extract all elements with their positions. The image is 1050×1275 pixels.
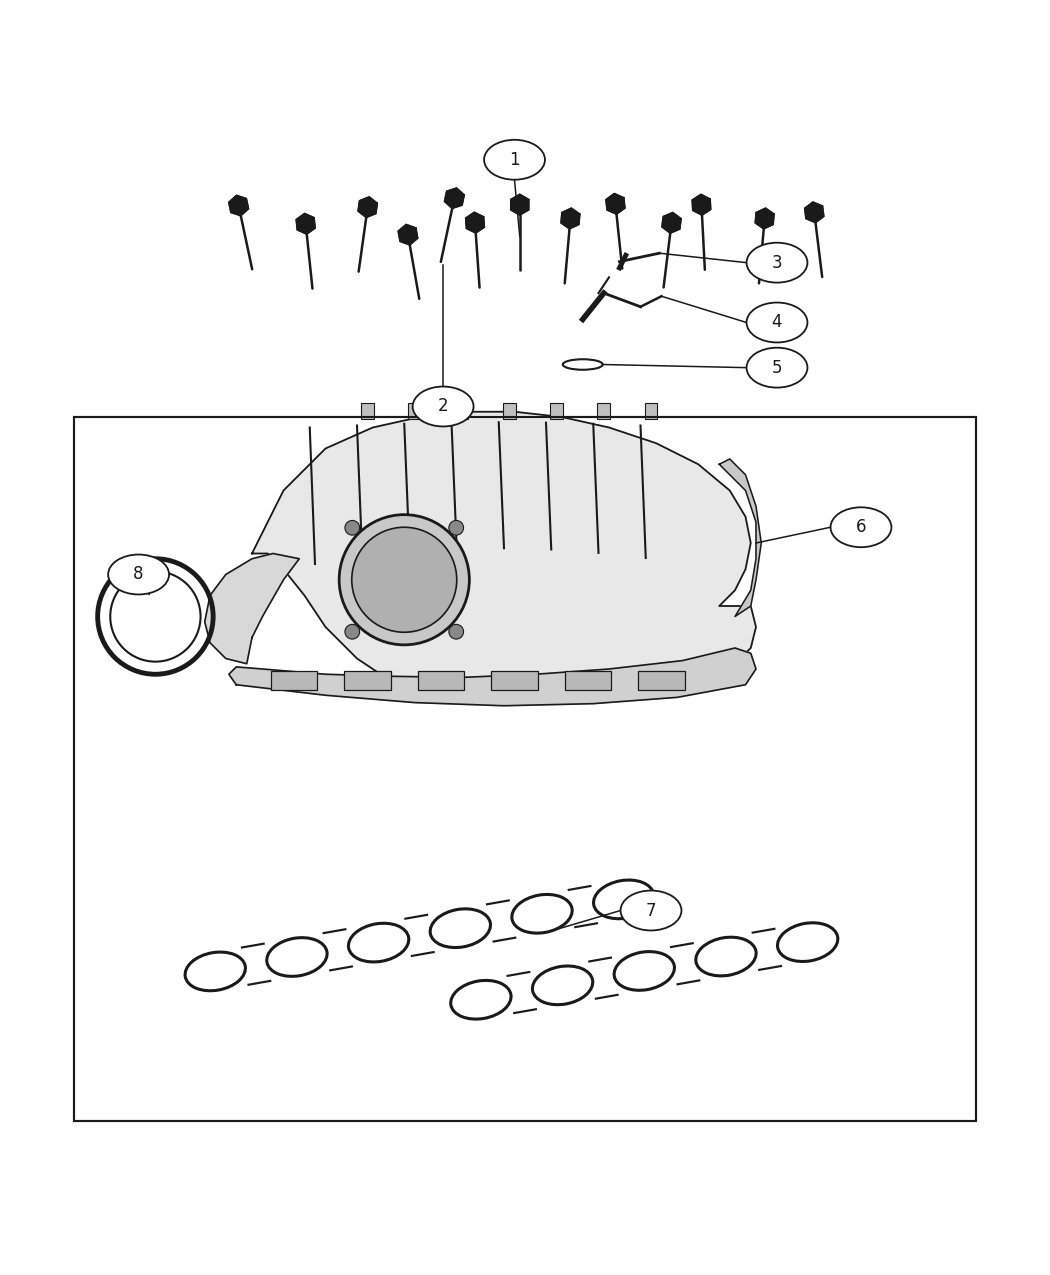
Bar (565, 671, 611, 690)
Bar (638, 671, 685, 690)
Bar (271, 671, 317, 690)
Polygon shape (692, 194, 711, 215)
Text: 6: 6 (856, 518, 866, 537)
Text: 2: 2 (438, 398, 448, 416)
Ellipse shape (108, 555, 169, 594)
Polygon shape (561, 208, 580, 230)
Text: 3: 3 (772, 254, 782, 272)
Circle shape (339, 515, 469, 645)
Bar (74, 417, 977, 1121)
Ellipse shape (747, 302, 807, 343)
Ellipse shape (831, 507, 891, 547)
Polygon shape (398, 224, 418, 245)
Polygon shape (205, 553, 299, 664)
Polygon shape (719, 459, 761, 617)
Polygon shape (510, 194, 529, 215)
Polygon shape (606, 194, 625, 214)
Circle shape (352, 528, 457, 632)
Polygon shape (755, 208, 774, 230)
Bar (361, 403, 374, 419)
Circle shape (448, 625, 463, 639)
Polygon shape (252, 412, 756, 699)
Bar (597, 403, 610, 419)
Text: 1: 1 (509, 150, 520, 168)
Bar (491, 671, 538, 690)
Polygon shape (296, 213, 315, 235)
Ellipse shape (413, 386, 474, 426)
Polygon shape (229, 648, 756, 706)
Ellipse shape (747, 348, 807, 388)
Bar (418, 671, 464, 690)
Text: 8: 8 (133, 566, 144, 584)
Polygon shape (358, 196, 377, 218)
Polygon shape (804, 201, 824, 223)
Polygon shape (444, 187, 464, 209)
Bar (503, 403, 516, 419)
Bar (456, 403, 468, 419)
Ellipse shape (747, 242, 807, 283)
Circle shape (345, 625, 360, 639)
Ellipse shape (621, 890, 681, 931)
Bar (408, 403, 421, 419)
Polygon shape (465, 212, 484, 233)
Text: 4: 4 (772, 314, 782, 332)
Bar (645, 403, 657, 419)
Circle shape (448, 520, 463, 536)
Text: 5: 5 (772, 358, 782, 376)
Circle shape (345, 520, 360, 536)
Polygon shape (662, 213, 681, 233)
Ellipse shape (484, 140, 545, 180)
Text: 7: 7 (646, 901, 656, 919)
Bar (74, 417, 977, 1121)
Bar (344, 671, 391, 690)
Polygon shape (229, 195, 249, 215)
Bar (550, 403, 563, 419)
